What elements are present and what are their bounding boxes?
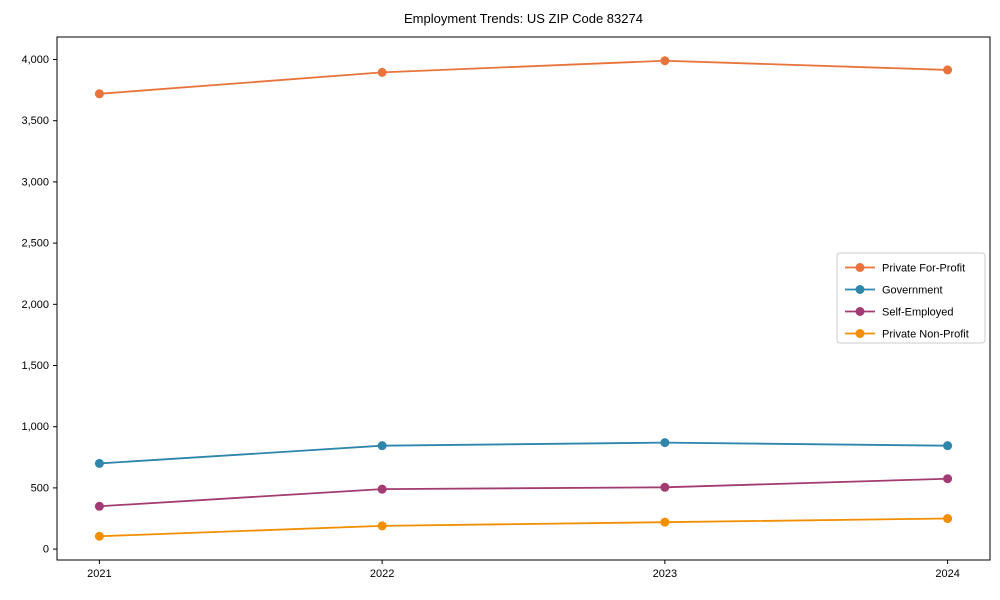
chart-title: Employment Trends: US ZIP Code 83274 xyxy=(404,11,643,26)
data-point-marker xyxy=(943,474,953,484)
y-tick-label: 3,000 xyxy=(21,176,49,188)
legend-label: Private For-Profit xyxy=(882,263,965,275)
data-point-marker xyxy=(377,67,387,77)
y-tick-label: 2,500 xyxy=(21,238,49,250)
series-line-3 xyxy=(99,517,948,538)
data-point-marker xyxy=(94,501,104,511)
data-point-marker xyxy=(660,56,670,66)
data-point-marker xyxy=(94,458,104,468)
legend-label: Self-Employed xyxy=(882,307,954,319)
plot-border xyxy=(56,36,991,561)
y-tick-label: 0 xyxy=(43,544,49,556)
data-point-marker xyxy=(943,441,953,451)
legend-marker-icon xyxy=(855,307,865,316)
data-point-marker xyxy=(94,531,104,541)
series-line-1 xyxy=(99,441,948,465)
legend-box xyxy=(836,252,986,344)
legend-marker-icon xyxy=(855,285,865,294)
legend-label: Government xyxy=(882,285,943,297)
series-line-2 xyxy=(99,477,948,508)
y-tick-label: 3,500 xyxy=(21,115,49,127)
legend-label: Private Non-Profit xyxy=(882,329,969,341)
x-tick-label: 2024 xyxy=(935,568,959,580)
legend-marker-icon xyxy=(855,263,865,272)
data-point-marker xyxy=(660,438,670,448)
y-tick-label: 500 xyxy=(31,482,49,494)
y-tick-label: 4,000 xyxy=(21,54,49,66)
y-tick-label: 1,500 xyxy=(21,360,49,372)
data-point-marker xyxy=(377,521,387,531)
data-point-marker xyxy=(943,65,953,75)
legend-marker-icon xyxy=(855,329,865,338)
data-point-marker xyxy=(660,482,670,492)
data-point-marker xyxy=(94,89,104,99)
x-tick-label: 2022 xyxy=(370,568,394,580)
data-point-marker xyxy=(660,517,670,527)
x-tick-label: 2021 xyxy=(87,568,111,580)
y-tick-label: 2,000 xyxy=(21,299,49,311)
data-point-marker xyxy=(377,441,387,451)
data-point-marker xyxy=(377,484,387,494)
legend: Private For-Profit Government Self-Employe… xyxy=(836,252,986,344)
x-tick-label: 2023 xyxy=(653,568,677,580)
series-line-0 xyxy=(99,59,948,95)
y-tick-label: 1,000 xyxy=(21,421,49,433)
data-point-marker xyxy=(943,514,953,524)
